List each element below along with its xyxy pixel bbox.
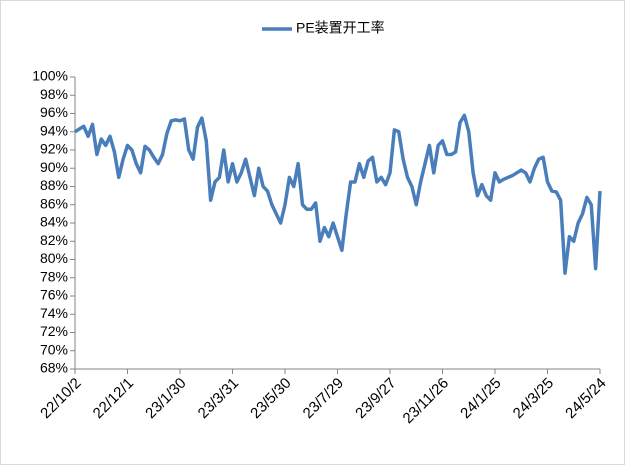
y-tick-label: 70% [40,341,68,357]
y-tick-label: 80% [40,250,68,266]
y-tick-label: 78% [40,268,68,284]
y-tick-label: 88% [40,177,68,193]
y-tick-label: 84% [40,214,68,230]
y-tick-label: 86% [40,195,68,211]
y-tick-label: 74% [40,305,68,321]
y-tick-label: 82% [40,232,68,248]
legend-label: PE装置开工率 [296,20,385,36]
data-line [74,113,602,275]
y-tick-label: 92% [40,141,68,157]
y-tick-label: 76% [40,287,68,303]
y-tick-label: 90% [40,159,68,175]
y-tick-label: 94% [40,122,68,138]
y-tick-label: 98% [40,86,68,102]
y-tick-label: 72% [40,323,68,339]
y-tick-label: 68% [40,360,68,376]
y-tick-label: 100% [32,68,68,84]
y-tick-label: 96% [40,104,68,120]
